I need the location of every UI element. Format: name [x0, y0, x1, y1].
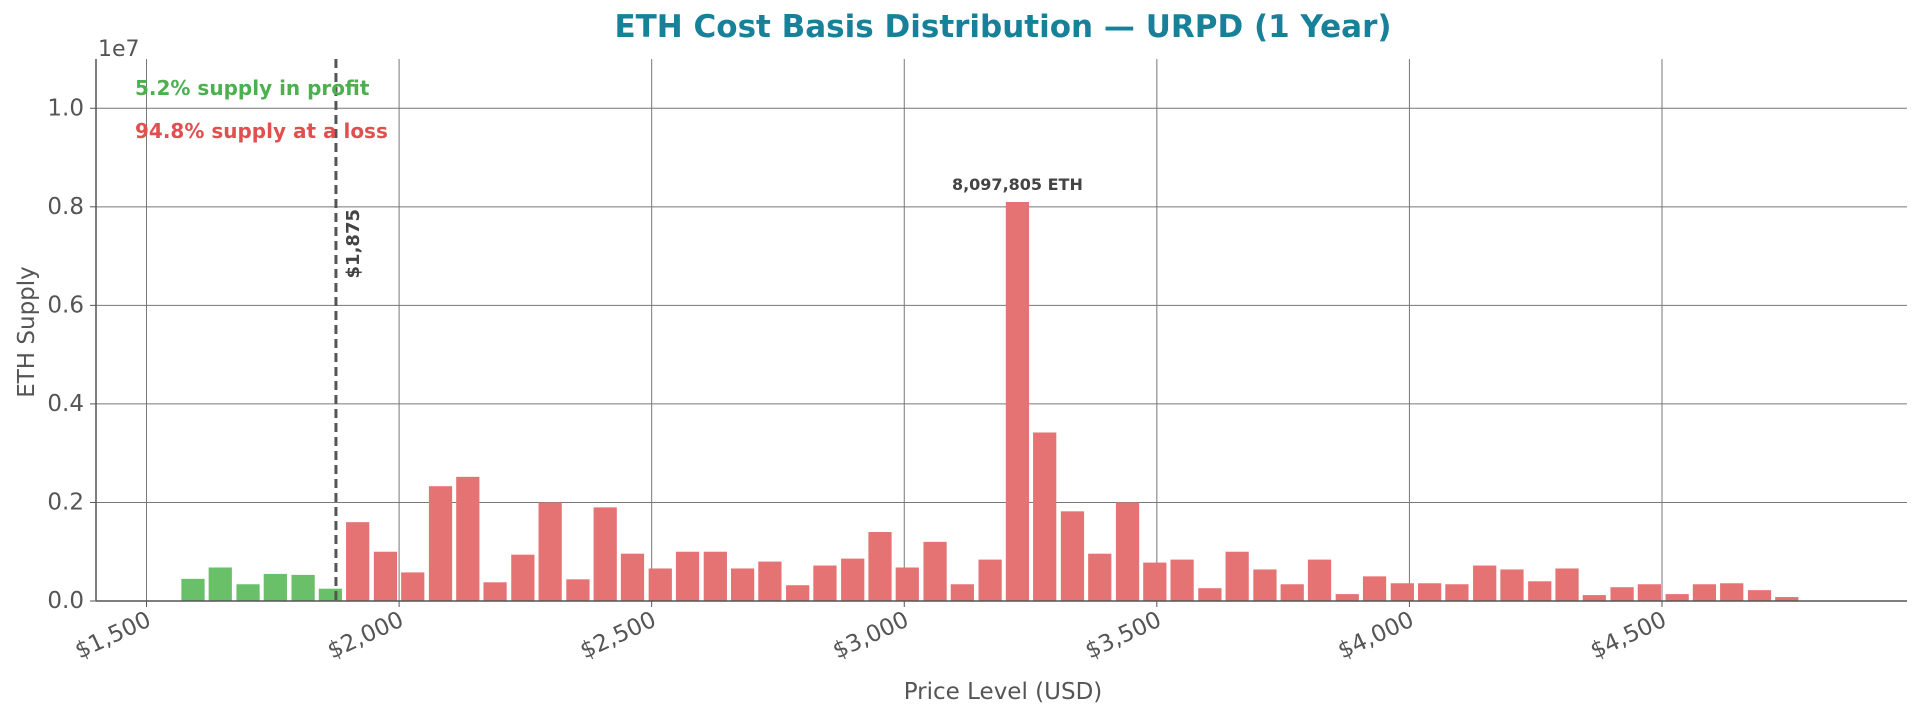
bar [1473, 565, 1497, 601]
bar [1418, 583, 1442, 601]
bar [456, 476, 480, 601]
bar [511, 554, 535, 601]
y-tick-label: 1.0 [47, 95, 84, 121]
bar [1747, 590, 1772, 601]
bar [1225, 551, 1249, 601]
bar [373, 551, 398, 601]
x-tick-label: $3,500 [1081, 607, 1165, 665]
y-tick-label: 0.6 [47, 292, 84, 318]
bar [1528, 581, 1552, 601]
value-label: 8,097,805 ETH [952, 175, 1083, 194]
bar [1115, 502, 1140, 601]
x-axis-label: Price Level (USD) [904, 679, 1103, 705]
bar [1088, 553, 1112, 601]
bar [1253, 569, 1277, 601]
bar [868, 532, 892, 601]
bar [648, 568, 672, 601]
y-tick-label: 0.2 [47, 489, 84, 515]
bar [1143, 562, 1167, 601]
bar [1775, 597, 1799, 601]
bar [1307, 559, 1332, 601]
bar [1060, 511, 1085, 601]
bar [730, 568, 755, 601]
bar [428, 486, 453, 601]
y-tick-label: 0.4 [47, 391, 84, 417]
bar [1555, 568, 1579, 601]
bar [895, 567, 919, 601]
bar [1665, 594, 1689, 601]
bar [401, 572, 425, 601]
current-price-label: $1,875 [343, 209, 364, 278]
bar [1033, 432, 1057, 601]
bar [1198, 588, 1222, 601]
bar [263, 573, 287, 601]
bar [538, 502, 562, 601]
x-tick-label: $2,000 [324, 607, 408, 665]
bar [620, 553, 645, 601]
bar [483, 582, 507, 601]
bar [1005, 201, 1030, 601]
bar [1390, 583, 1414, 601]
bar [1692, 584, 1717, 601]
bar [813, 565, 837, 601]
bar [950, 584, 974, 601]
bar [978, 559, 1002, 601]
chart-title: ETH Cost Basis Distribution — URPD (1 Ye… [614, 9, 1391, 45]
bar [703, 551, 727, 601]
bar [1170, 559, 1194, 601]
y-axis-label: ETH Supply [14, 266, 40, 398]
bar [346, 522, 370, 601]
bar [1720, 583, 1744, 601]
bar [1335, 594, 1359, 601]
bar [841, 558, 865, 601]
bar [318, 588, 343, 601]
bar [675, 551, 700, 601]
loss-text: 94.8% supply at a loss [135, 119, 388, 143]
bar [1582, 595, 1606, 601]
bar [758, 561, 782, 601]
bar [1445, 584, 1469, 601]
bar [1610, 587, 1634, 601]
bar [923, 541, 947, 601]
x-tick-label: $1,500 [71, 607, 155, 665]
y-offset-label: 1e7 [98, 37, 140, 62]
bar [786, 585, 810, 601]
bar [291, 574, 315, 601]
bar [208, 567, 232, 601]
profit-text: 5.2% supply in profit [135, 76, 370, 100]
y-tick-label: 0.8 [47, 194, 84, 220]
bar [1362, 576, 1387, 601]
y-tick-label: 0.0 [47, 588, 84, 614]
bar [593, 507, 617, 601]
bar [1500, 569, 1524, 601]
x-tick-label: $2,500 [576, 607, 660, 665]
bar [181, 578, 205, 601]
bar [236, 584, 260, 601]
x-tick-label: $3,000 [829, 607, 913, 665]
bar [566, 579, 590, 601]
x-tick-label: $4,000 [1334, 607, 1418, 665]
x-tick-label: $4,500 [1587, 607, 1671, 665]
bar [1280, 584, 1304, 601]
bar [1637, 584, 1661, 601]
